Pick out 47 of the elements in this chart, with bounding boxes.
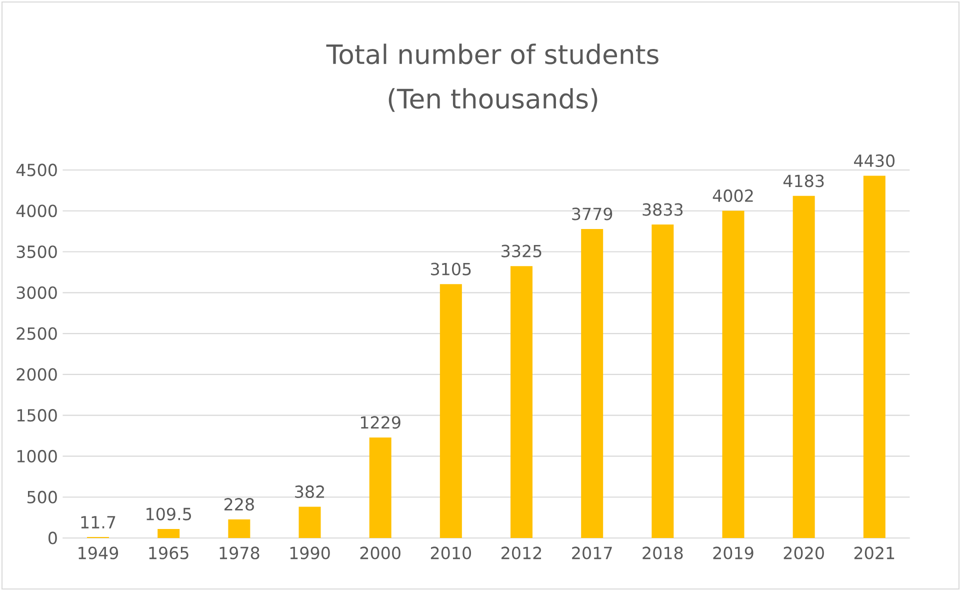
y-tick-label: 4500 <box>16 164 57 176</box>
data-label: 109.5 <box>146 508 191 520</box>
data-label: 3105 <box>430 262 471 276</box>
x-tick-label: 2021 <box>854 546 894 560</box>
data-label: 1229 <box>360 416 400 429</box>
bar <box>440 284 462 538</box>
data-label: 4183 <box>783 174 824 188</box>
y-tick-label: 2000 <box>16 368 57 381</box>
y-tick-label: 0 <box>48 532 57 544</box>
data-label: 3833 <box>642 203 683 216</box>
bar <box>158 529 180 538</box>
data-label: 4002 <box>712 189 753 202</box>
data-label: 228 <box>224 498 254 511</box>
y-tick-label: 4000 <box>16 204 57 218</box>
bar <box>228 519 250 538</box>
bar <box>298 506 321 538</box>
y-tick-label: 3500 <box>16 245 57 258</box>
data-label: 3325 <box>502 244 542 258</box>
chart-subtitle: (Ten thousands) <box>388 88 598 112</box>
y-tick-label: 2500 <box>16 327 57 340</box>
x-tick-label: 2018 <box>642 546 683 560</box>
bar <box>652 224 674 538</box>
bar <box>369 437 392 538</box>
data-label: 382 <box>295 485 324 498</box>
y-tick-label: 1000 <box>17 450 57 463</box>
bar <box>863 176 886 538</box>
data-label: 3779 <box>572 208 612 220</box>
x-tick-label: 1965 <box>149 546 188 560</box>
x-tick-label: 2019 <box>713 546 754 560</box>
bar <box>581 228 604 538</box>
y-tick-label: 1500 <box>17 409 57 422</box>
bar <box>792 196 815 538</box>
x-tick-label: 2000 <box>360 546 400 560</box>
data-label: 11.7 <box>81 516 116 528</box>
y-tick-label: 500 <box>27 490 57 504</box>
x-tick-label: 1978 <box>220 546 260 560</box>
x-tick-label: 1949 <box>78 546 118 560</box>
x-tick-label: 2017 <box>572 546 612 560</box>
y-tick-label: 3000 <box>16 286 57 299</box>
x-tick-label: 2010 <box>430 546 472 560</box>
bar <box>722 210 744 538</box>
x-tick-label: 2020 <box>784 546 824 560</box>
data-label: 4430 <box>854 154 895 167</box>
x-tick-label: 1990 <box>290 546 330 560</box>
x-tick-label: 2012 <box>502 546 542 560</box>
chart-title: Total number of students <box>326 44 658 64</box>
bar <box>510 266 532 538</box>
